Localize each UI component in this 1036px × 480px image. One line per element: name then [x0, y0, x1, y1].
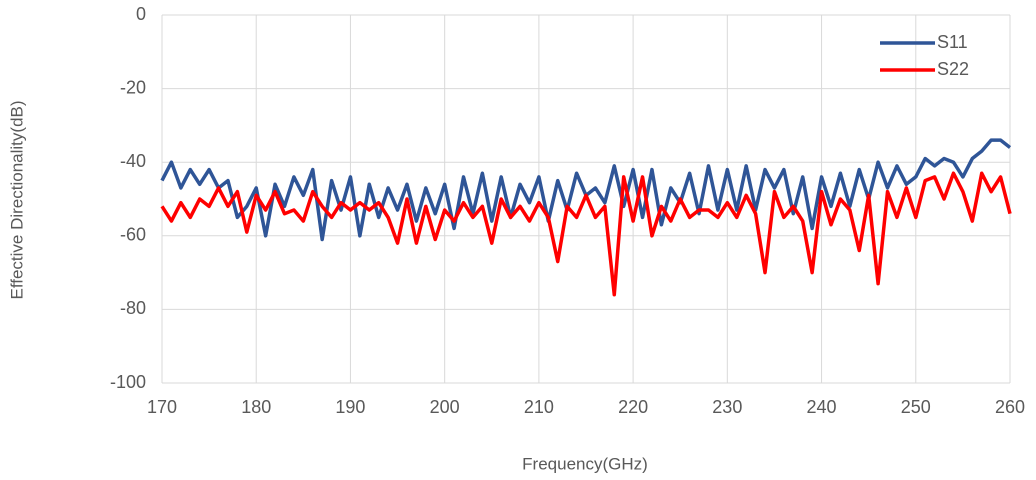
- x-tick-label: 190: [335, 397, 365, 417]
- x-tick-label: 210: [524, 397, 554, 417]
- y-tick-label: -100: [110, 372, 146, 392]
- y-tick-label: -60: [120, 225, 146, 245]
- x-tick-label: 240: [807, 397, 837, 417]
- x-tick-label: 170: [147, 397, 177, 417]
- line-series: [160, 171, 1012, 297]
- x-tick-label: 230: [712, 397, 742, 417]
- x-tick-label: 260: [995, 397, 1025, 417]
- x-tick-label: 180: [241, 397, 271, 417]
- x-tick-label: 200: [430, 397, 460, 417]
- legend-label: S11: [937, 32, 968, 52]
- x-tick-label: 220: [618, 397, 648, 417]
- x-tick-label: 250: [901, 397, 931, 417]
- y-tick-label: -80: [120, 298, 146, 318]
- x-axis-title: Frequency(GHz): [522, 454, 648, 473]
- y-tick-label: -20: [120, 77, 146, 97]
- y-tick-label: -40: [120, 151, 146, 171]
- y-tick-label: 0: [136, 4, 146, 24]
- y-axis-title: Effective Directionality(dB): [7, 100, 26, 299]
- legend-label: S22: [937, 59, 969, 79]
